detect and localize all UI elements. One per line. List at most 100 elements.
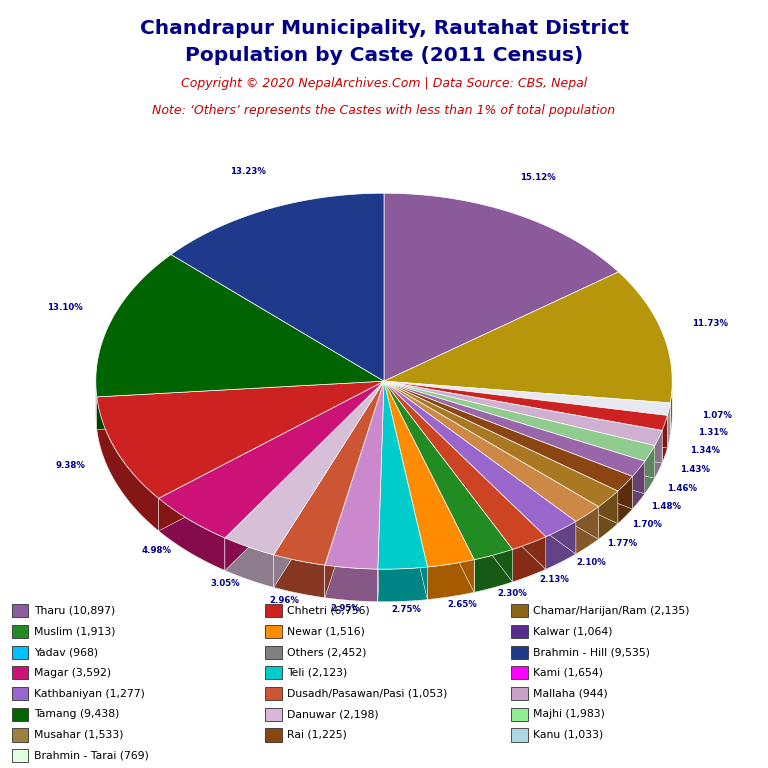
Polygon shape — [384, 381, 598, 521]
Text: 2.13%: 2.13% — [539, 574, 569, 584]
Polygon shape — [384, 381, 655, 478]
Polygon shape — [512, 537, 546, 582]
Text: 3.05%: 3.05% — [211, 579, 240, 588]
Polygon shape — [384, 381, 474, 567]
Text: 1.77%: 1.77% — [607, 539, 637, 548]
Text: 2.96%: 2.96% — [270, 596, 300, 604]
Text: Population by Caste (2011 Census): Population by Caste (2011 Census) — [185, 46, 583, 65]
Polygon shape — [384, 381, 474, 592]
Text: 2.30%: 2.30% — [498, 589, 527, 598]
Text: 1.43%: 1.43% — [680, 465, 710, 474]
Polygon shape — [384, 381, 655, 461]
Polygon shape — [384, 381, 662, 445]
Polygon shape — [384, 381, 576, 554]
Polygon shape — [384, 381, 645, 494]
Text: 13.23%: 13.23% — [230, 167, 266, 176]
Polygon shape — [384, 381, 667, 448]
Polygon shape — [378, 381, 384, 601]
Polygon shape — [384, 381, 546, 569]
Text: Teli (2,123): Teli (2,123) — [287, 667, 347, 678]
Polygon shape — [384, 381, 546, 569]
Polygon shape — [576, 507, 598, 554]
Polygon shape — [97, 381, 384, 429]
Polygon shape — [384, 381, 617, 524]
Text: 1.31%: 1.31% — [698, 428, 727, 437]
Polygon shape — [598, 491, 617, 539]
Polygon shape — [97, 381, 384, 498]
Text: 1.46%: 1.46% — [667, 484, 697, 493]
Polygon shape — [384, 381, 512, 582]
Polygon shape — [428, 560, 474, 600]
Text: 2.75%: 2.75% — [391, 605, 421, 614]
Polygon shape — [325, 381, 384, 598]
Polygon shape — [384, 381, 662, 463]
Polygon shape — [384, 381, 662, 463]
Text: Brahmin - Hill (9,535): Brahmin - Hill (9,535) — [533, 647, 650, 657]
Text: Yadav (968): Yadav (968) — [34, 647, 98, 657]
Polygon shape — [384, 381, 598, 539]
Text: 2.10%: 2.10% — [577, 558, 606, 567]
Polygon shape — [384, 381, 428, 600]
Polygon shape — [384, 272, 672, 403]
Polygon shape — [645, 445, 655, 494]
Polygon shape — [384, 194, 618, 381]
Polygon shape — [384, 381, 428, 600]
Polygon shape — [546, 521, 576, 569]
Polygon shape — [384, 381, 633, 491]
Text: 1.34%: 1.34% — [690, 446, 720, 455]
Text: Newar (1,516): Newar (1,516) — [287, 626, 365, 637]
Polygon shape — [384, 381, 512, 560]
Polygon shape — [97, 381, 384, 429]
Polygon shape — [273, 381, 384, 565]
Text: Kami (1,654): Kami (1,654) — [533, 667, 603, 678]
Text: Others (2,452): Others (2,452) — [287, 647, 367, 657]
Text: 11.73%: 11.73% — [693, 319, 729, 329]
Text: 1.07%: 1.07% — [703, 411, 733, 420]
Polygon shape — [384, 381, 576, 554]
Text: Danuwar (2,198): Danuwar (2,198) — [287, 709, 379, 720]
Text: Brahmin - Tarai (769): Brahmin - Tarai (769) — [34, 750, 149, 761]
Text: Chamar/Harijan/Ram (2,135): Chamar/Harijan/Ram (2,135) — [533, 605, 690, 616]
Text: Magar (3,592): Magar (3,592) — [34, 667, 111, 678]
Polygon shape — [378, 381, 384, 601]
Polygon shape — [159, 381, 384, 531]
Polygon shape — [378, 381, 428, 569]
Text: Musahar (1,533): Musahar (1,533) — [34, 730, 124, 740]
Polygon shape — [667, 403, 670, 448]
Polygon shape — [325, 381, 384, 569]
Polygon shape — [325, 381, 384, 598]
Text: Majhi (1,983): Majhi (1,983) — [533, 709, 605, 720]
Text: Mallaha (944): Mallaha (944) — [533, 688, 607, 699]
Polygon shape — [384, 381, 617, 507]
Text: Tamang (9,438): Tamang (9,438) — [34, 709, 119, 720]
Text: Note: ‘Others’ represents the Castes with less than 1% of total population: Note: ‘Others’ represents the Castes wit… — [152, 104, 616, 117]
Polygon shape — [159, 498, 225, 571]
Text: Rai (1,225): Rai (1,225) — [287, 730, 347, 740]
Polygon shape — [617, 476, 633, 524]
Text: 13.10%: 13.10% — [47, 303, 83, 312]
Text: Kathbaniyan (1,277): Kathbaniyan (1,277) — [34, 688, 144, 699]
Text: 2.65%: 2.65% — [448, 600, 477, 609]
Polygon shape — [384, 381, 667, 431]
Polygon shape — [384, 381, 512, 582]
Text: Chandrapur Municipality, Rautahat District: Chandrapur Municipality, Rautahat Distri… — [140, 19, 628, 38]
Polygon shape — [670, 380, 672, 435]
Polygon shape — [384, 381, 670, 435]
Polygon shape — [384, 381, 670, 435]
Polygon shape — [384, 381, 474, 592]
Polygon shape — [159, 381, 384, 531]
Polygon shape — [273, 554, 325, 598]
Polygon shape — [225, 381, 384, 571]
Polygon shape — [273, 381, 384, 588]
Polygon shape — [225, 381, 384, 554]
Text: 1.70%: 1.70% — [632, 521, 661, 529]
Polygon shape — [384, 381, 576, 537]
Text: Kanu (1,033): Kanu (1,033) — [533, 730, 603, 740]
Polygon shape — [96, 254, 384, 397]
Polygon shape — [96, 379, 97, 429]
Polygon shape — [384, 381, 645, 494]
Text: Muslim (1,913): Muslim (1,913) — [34, 626, 115, 637]
Polygon shape — [384, 381, 546, 549]
Text: Chhetri (6,756): Chhetri (6,756) — [287, 605, 370, 616]
Polygon shape — [384, 381, 633, 509]
